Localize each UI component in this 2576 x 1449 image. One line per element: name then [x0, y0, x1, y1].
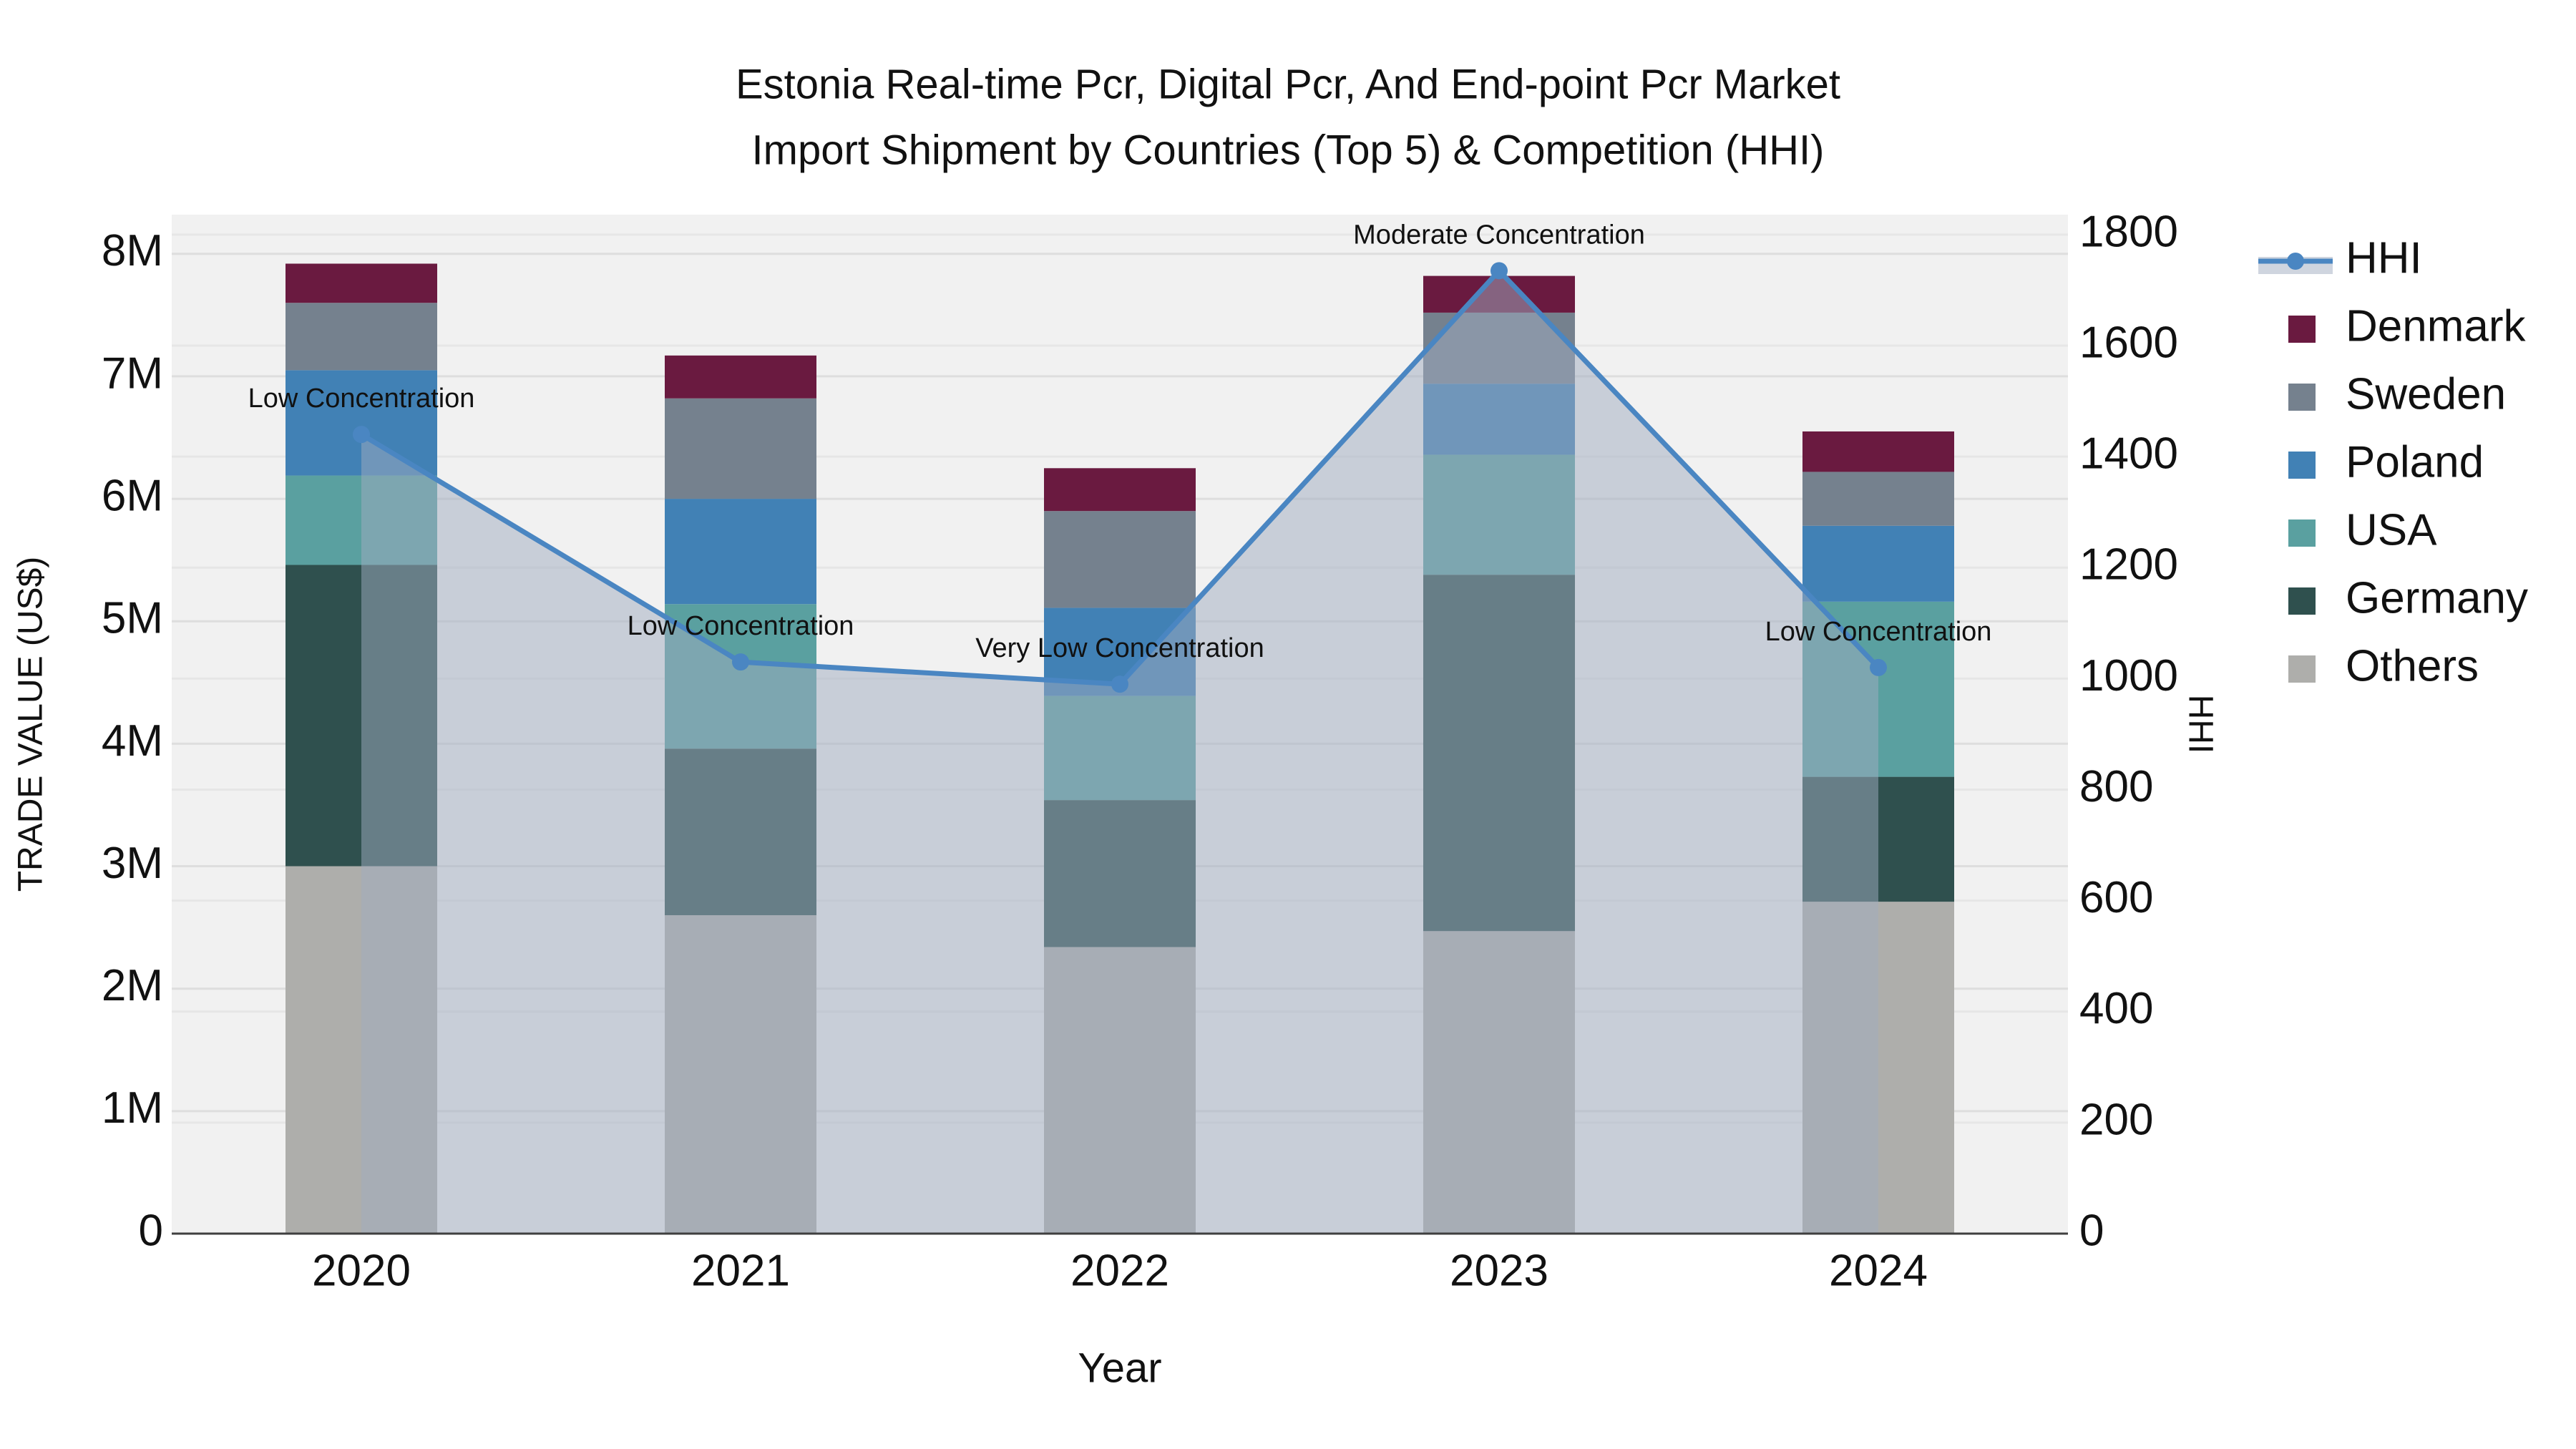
x-tick-label-2022: 2022 [1070, 1246, 1169, 1295]
y-right-tick-label: 1800 [2079, 207, 2178, 256]
legend-item-hhi[interactable]: HHI [2258, 233, 2422, 283]
annotation-2024: Low Concentration [1765, 617, 1992, 647]
hhi-marker-2024[interactable] [1870, 658, 1887, 676]
legend-item-others[interactable]: Others [2288, 641, 2479, 691]
hhi-area-fill [361, 270, 1878, 1234]
y-right-tick-label: 1400 [2079, 429, 2178, 479]
bar-segment-sweden-2022[interactable] [1044, 511, 1196, 608]
x-tick-label-2023: 2023 [1450, 1246, 1548, 1295]
bar-segment-poland-2021[interactable] [665, 499, 816, 605]
bar-segment-denmark-2020[interactable] [286, 263, 437, 303]
annotation-2020: Low Concentration [248, 384, 475, 414]
legend-label-denmark: Denmark [2346, 301, 2527, 351]
bar-segment-denmark-2021[interactable] [665, 355, 816, 399]
y-left-tick-label: 7M [102, 348, 163, 398]
legend-item-germany[interactable]: Germany [2288, 573, 2528, 623]
legend-label-poland: Poland [2346, 437, 2484, 487]
bar-segment-poland-2024[interactable] [1802, 525, 1954, 602]
hhi-marker-2022[interactable] [1111, 675, 1128, 693]
y-right-tick-label: 1600 [2079, 318, 2178, 367]
x-tick-label-2020: 2020 [312, 1246, 411, 1295]
legend-label-others: Others [2346, 641, 2479, 691]
y-axis-left-title: TRADE VALUE (US$) [12, 557, 50, 892]
legend-swatch-usa [2288, 519, 2316, 547]
legend-label-hhi: HHI [2346, 233, 2422, 283]
legend-item-poland[interactable]: Poland [2288, 437, 2484, 487]
y-right-tick-label: 200 [2079, 1095, 2153, 1144]
y-left-tick-label: 6M [102, 471, 163, 520]
hhi-marker-2020[interactable] [353, 426, 370, 444]
y-right-tick-label: 400 [2079, 984, 2153, 1033]
y-left-tick-label: 5M [102, 594, 163, 643]
x-tick-label-2024: 2024 [1829, 1246, 1928, 1295]
x-tick-label-2021: 2021 [691, 1246, 790, 1295]
legend-swatch-denmark [2288, 316, 2316, 343]
annotation-2023: Moderate Concentration [1353, 220, 1645, 250]
legend-label-usa: USA [2346, 505, 2437, 555]
y-left-tick-label: 4M [102, 716, 163, 766]
legend-swatch-sweden [2288, 384, 2316, 411]
y-left-tick-label: 1M [102, 1083, 163, 1133]
legend-item-denmark[interactable]: Denmark [2288, 301, 2527, 351]
legend-swatch-others [2288, 655, 2316, 683]
chart-title-line-1: Estonia Real-time Pcr, Digital Pcr, And … [736, 61, 1840, 107]
y-left-tick-label: 2M [102, 961, 163, 1010]
bar-segment-denmark-2024[interactable] [1802, 431, 1954, 472]
y-left-tick-label: 8M [102, 226, 163, 275]
hhi-marker-2023[interactable] [1491, 262, 1508, 280]
annotation-2021: Low Concentration [628, 611, 854, 641]
y-right-tick-label: 1000 [2079, 651, 2178, 701]
y-right-tick-label: 600 [2079, 873, 2153, 922]
legend-item-sweden[interactable]: Sweden [2288, 369, 2506, 419]
legend-label-germany: Germany [2346, 573, 2528, 623]
hhi-marker-2021[interactable] [732, 653, 749, 671]
bar-segment-sweden-2020[interactable] [286, 303, 437, 371]
annotation-2022: Very Low Concentration [975, 633, 1264, 663]
y-left-tick-label: 3M [102, 839, 163, 888]
legend-swatch-germany [2288, 587, 2316, 615]
legend-hhi-marker-icon [2287, 253, 2304, 270]
x-axis-title: Year [1078, 1345, 1161, 1391]
bar-segment-denmark-2022[interactable] [1044, 468, 1196, 512]
legend-swatch-poland [2288, 452, 2316, 479]
bar-segment-sweden-2024[interactable] [1802, 472, 1954, 526]
y-left-tick-label: 0 [139, 1206, 163, 1255]
legend-item-usa[interactable]: USA [2288, 505, 2437, 555]
y-right-tick-label: 1200 [2079, 540, 2178, 590]
y-right-tick-label: 800 [2079, 762, 2153, 811]
chart-title-line-2: Import Shipment by Countries (Top 5) & C… [752, 127, 1825, 173]
y-right-tick-label: 0 [2079, 1206, 2104, 1255]
bar-segment-sweden-2021[interactable] [665, 398, 816, 499]
y-axis-right-title: HHI [2181, 695, 2219, 754]
legend-label-sweden: Sweden [2346, 369, 2506, 419]
